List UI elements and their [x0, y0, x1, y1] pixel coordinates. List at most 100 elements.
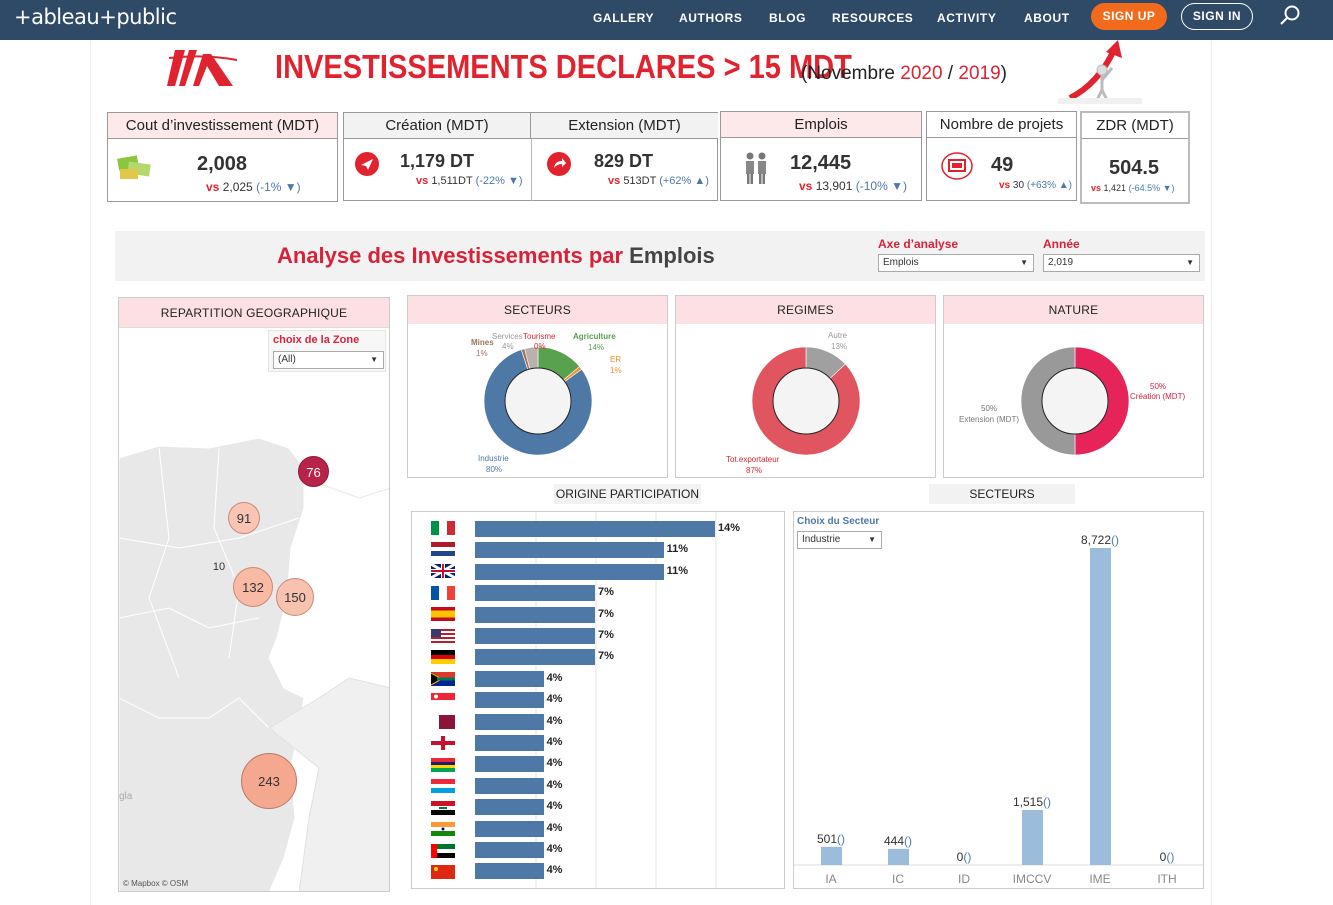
secteur-dropdown[interactable]: Industrie ▼ [797, 531, 882, 549]
nav-activity-link[interactable]: ACTIVITY [937, 11, 997, 25]
regimes-donut-title: REGIMES [676, 296, 935, 324]
secteur-bar-ime[interactable] [1090, 548, 1111, 865]
donut-label-mines: Mines [471, 338, 494, 347]
origine-bar[interactable] [475, 713, 544, 730]
flag-south-africa-icon [431, 672, 455, 686]
donut-pct-er: 1% [610, 366, 622, 375]
origine-bar[interactable] [475, 692, 544, 709]
search-icon[interactable] [1278, 4, 1302, 28]
donut-hole [1041, 367, 1109, 435]
chevron-down-icon: ▼ [868, 535, 876, 544]
map-place-label: gla [119, 791, 133, 802]
map-bubble[interactable]: 10 [212, 561, 226, 573]
zone-filter: choix de la Zone (All) ▼ [268, 330, 386, 372]
secteur-category-label: IME [1089, 872, 1110, 886]
origine-bar[interactable] [475, 542, 664, 559]
flag-luxembourg-icon [431, 779, 455, 793]
tableau-public-logo[interactable]: +ableau+public [14, 5, 177, 29]
presentation-icon [941, 152, 973, 180]
origine-bar[interactable] [475, 863, 544, 880]
secteurs-bar-chart[interactable]: 501() IA 444() IC 0() ID 1,515() IMCCV 8,722() IM… [794, 512, 1203, 888]
sign-in-button[interactable]: SIGN IN [1181, 3, 1253, 30]
kpi-title: ZDR (MDT) [1082, 113, 1188, 139]
kpi-value: 504.5 [1109, 157, 1160, 179]
regimes-donut-panel: REGIMES Autre 13% Tot.exportateur 87% [675, 295, 936, 478]
growth-arrow-figure-icon [1058, 40, 1142, 104]
secteur-category-label: ITH [1157, 872, 1176, 886]
origine-bar[interactable] [475, 799, 544, 816]
map-bubble[interactable]: 150 [276, 578, 314, 616]
dashboard-subtitle: (Novembre 2020 / 2019) [801, 63, 1007, 84]
map-attribution[interactable]: © Mapbox © OSM [123, 879, 189, 888]
donut-label-autre: Autre [828, 331, 848, 340]
donut-pct-extension: 50% [981, 404, 998, 413]
map-bubble[interactable]: 91 [228, 502, 260, 534]
origine-bar[interactable] [475, 628, 595, 644]
share-arrow-icon [547, 152, 571, 176]
origine-bar[interactable] [475, 563, 664, 580]
tia-logo [167, 50, 238, 86]
origine-bar-label: 14% [718, 522, 741, 534]
sign-up-button[interactable]: SIGN UP [1091, 3, 1167, 30]
origine-bar-label: 11% [666, 564, 688, 577]
secteur-bar-imccv[interactable] [1022, 809, 1043, 865]
donut-pct-industrie: 80% [486, 465, 503, 474]
kpi-creation-comparison: vs 1,511DT (-22% ▼) [416, 175, 523, 187]
nav-gallery-link[interactable]: GALLERY [593, 11, 655, 25]
divider [531, 139, 532, 201]
axe-analyse-dropdown[interactable]: Emplois ▼ [878, 254, 1034, 272]
chevron-down-icon: ▼ [1186, 258, 1194, 267]
kpi-comparison: vs 1,421 (-64.5% ▼) [1091, 183, 1175, 193]
origine-bar[interactable] [475, 820, 544, 837]
money-icon [117, 155, 151, 179]
origine-bar[interactable] [475, 649, 595, 666]
secteur-bar-ia[interactable] [821, 846, 842, 865]
origine-bar-label: 4% [546, 736, 563, 748]
flag-northern-ireland-icon [431, 736, 455, 750]
zone-filter-label: choix de la Zone [273, 334, 360, 346]
origine-bar-label: 7% [598, 607, 614, 620]
origine-bar[interactable] [475, 670, 544, 687]
flag-usa-icon [431, 629, 455, 643]
donut-pct-tourisme: 0% [534, 342, 546, 351]
nav-resources-link[interactable]: RESOURCES [832, 11, 914, 25]
donut-label-industrie: Industrie [478, 454, 509, 463]
secteur-choice-label: Choix du Secteur [797, 516, 880, 527]
flag-france-icon [431, 586, 455, 600]
donut-pct-agriculture: 14% [588, 343, 605, 352]
flag-mauritius-icon [431, 758, 455, 772]
nature-donut-chart[interactable] [1020, 346, 1130, 456]
nav-about-link[interactable]: ABOUT [1024, 11, 1070, 25]
secteur-bar-value-label: 1,515() [1013, 795, 1051, 809]
kpi-value: 49 [991, 154, 1014, 176]
nav-blog-link[interactable]: BLOG [769, 11, 807, 25]
origine-bar-label: 4% [546, 800, 563, 813]
origine-bar[interactable] [475, 735, 544, 751]
secteur-bar-value-label: 0() [957, 850, 972, 864]
origine-bar[interactable] [475, 756, 544, 773]
origine-bar[interactable] [475, 606, 595, 623]
regimes-donut-chart[interactable] [751, 346, 861, 456]
origine-bar[interactable] [475, 521, 715, 537]
kpi-nombre-projets: Nombre de projets 49 vs 30 (+63% ▲) [926, 111, 1077, 201]
analyse-title: Analyse des Investissements par Emplois [277, 243, 715, 268]
origine-bar[interactable] [475, 585, 595, 602]
donut-pct-services: 4% [502, 342, 514, 351]
annee-dropdown[interactable]: 2,019 ▼ [1043, 254, 1200, 272]
flag-germany-icon [431, 650, 455, 664]
secteurs-bar-title: SECTEURS [929, 484, 1075, 504]
nav-authors-link[interactable]: AUTHORS [679, 11, 743, 25]
map-bubble[interactable]: 132 [233, 567, 273, 607]
origine-bar[interactable] [475, 777, 544, 794]
secteurs-donut-chart[interactable] [483, 346, 593, 456]
origine-bar[interactable] [475, 842, 544, 858]
map-bubble[interactable]: 243 [241, 753, 297, 809]
origine-bar-label: 4% [546, 778, 563, 791]
donut-label-agriculture: Agriculture [573, 332, 616, 341]
map-panel-title: REPARTITION GEOGRAPHIQUE [119, 298, 389, 328]
secteur-bar-ic[interactable] [888, 848, 909, 865]
map-bubble[interactable]: 76 [298, 456, 329, 487]
zone-dropdown[interactable]: (All) ▼ [273, 351, 384, 369]
flag-uk-icon [431, 562, 455, 580]
origine-bar-label: 4% [546, 693, 563, 706]
